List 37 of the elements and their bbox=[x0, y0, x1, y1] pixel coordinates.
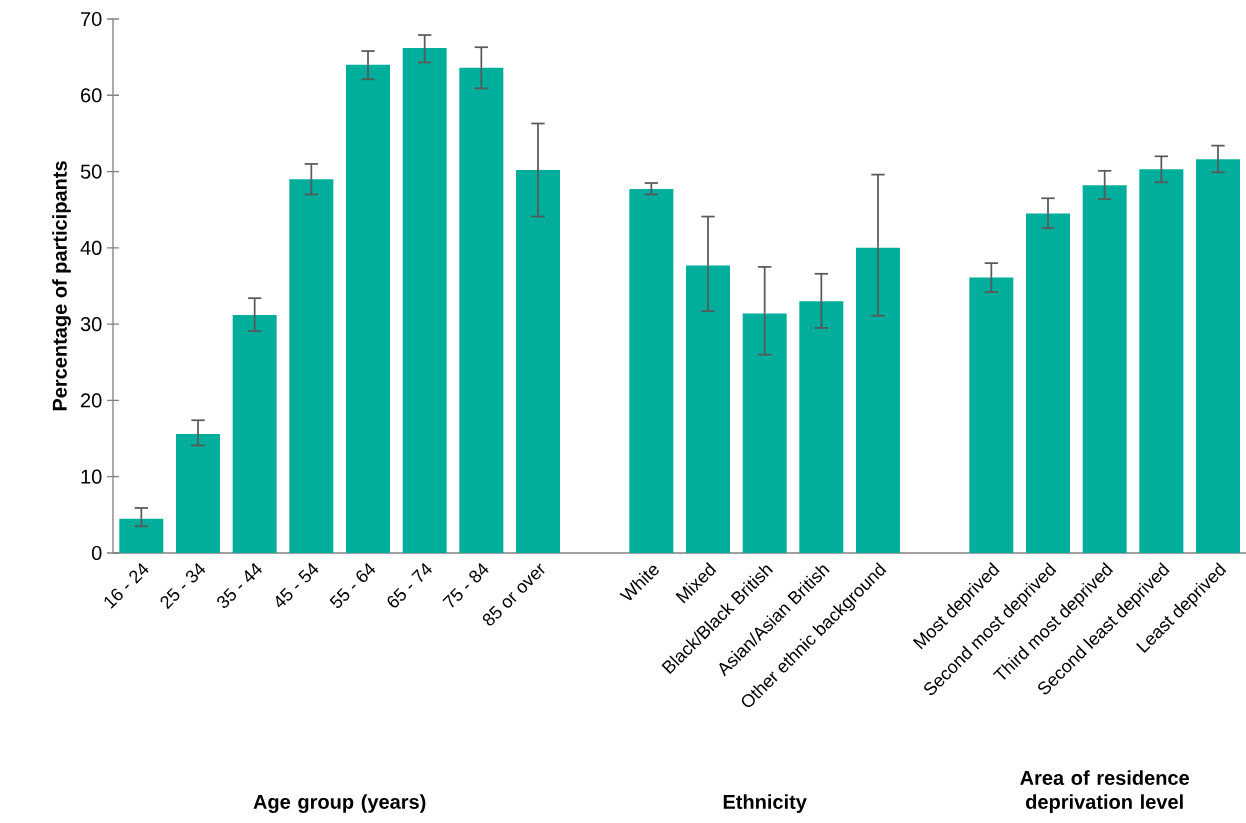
y-tick-label: 0 bbox=[91, 545, 102, 561]
bar bbox=[1139, 169, 1184, 553]
bar bbox=[232, 314, 277, 553]
bar bbox=[119, 518, 164, 553]
bar bbox=[516, 170, 560, 553]
bar bbox=[856, 247, 900, 553]
text: Area of residence deprivation level bbox=[1020, 770, 1189, 813]
text: Ethnicity bbox=[723, 794, 807, 813]
text: Age group (years) bbox=[253, 794, 426, 813]
bar bbox=[799, 301, 844, 553]
bar bbox=[1082, 185, 1127, 553]
bar bbox=[459, 67, 504, 553]
y-axis-title: Percentage of participants bbox=[52, 161, 71, 411]
bar bbox=[969, 277, 1014, 553]
x-tick-label: 55 - 64 bbox=[329, 562, 376, 608]
y-tick-label: 60 bbox=[81, 88, 102, 103]
bar bbox=[176, 433, 220, 553]
y-tick-label: 30 bbox=[80, 317, 102, 332]
y-tick-label: 50 bbox=[80, 164, 102, 179]
bar bbox=[346, 64, 391, 553]
x-tick-label: 16 - 24 bbox=[104, 562, 149, 609]
bar bbox=[742, 313, 787, 553]
bar bbox=[1196, 159, 1240, 553]
bar bbox=[686, 265, 731, 553]
y-tick-label: 40 bbox=[80, 240, 102, 255]
x-tick-label: 65 - 74 bbox=[387, 562, 432, 608]
y-tick-label: 20 bbox=[81, 393, 102, 408]
x-tick-label: 35 - 44 bbox=[217, 562, 262, 608]
x-tick-label: 45 - 54 bbox=[276, 562, 319, 608]
y-tick-label: 10 bbox=[81, 469, 102, 484]
bar bbox=[1026, 213, 1071, 553]
bar bbox=[289, 179, 334, 553]
x-tick-label: 25 - 34 bbox=[160, 562, 206, 610]
bar bbox=[629, 189, 674, 553]
bar bbox=[402, 47, 447, 553]
y-tick-label: 70 bbox=[81, 11, 102, 27]
x-tick-label: 75 - 84 bbox=[442, 562, 489, 608]
